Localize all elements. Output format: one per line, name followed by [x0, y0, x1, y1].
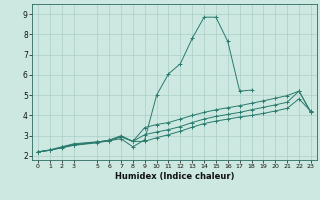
X-axis label: Humidex (Indice chaleur): Humidex (Indice chaleur) — [115, 172, 234, 181]
